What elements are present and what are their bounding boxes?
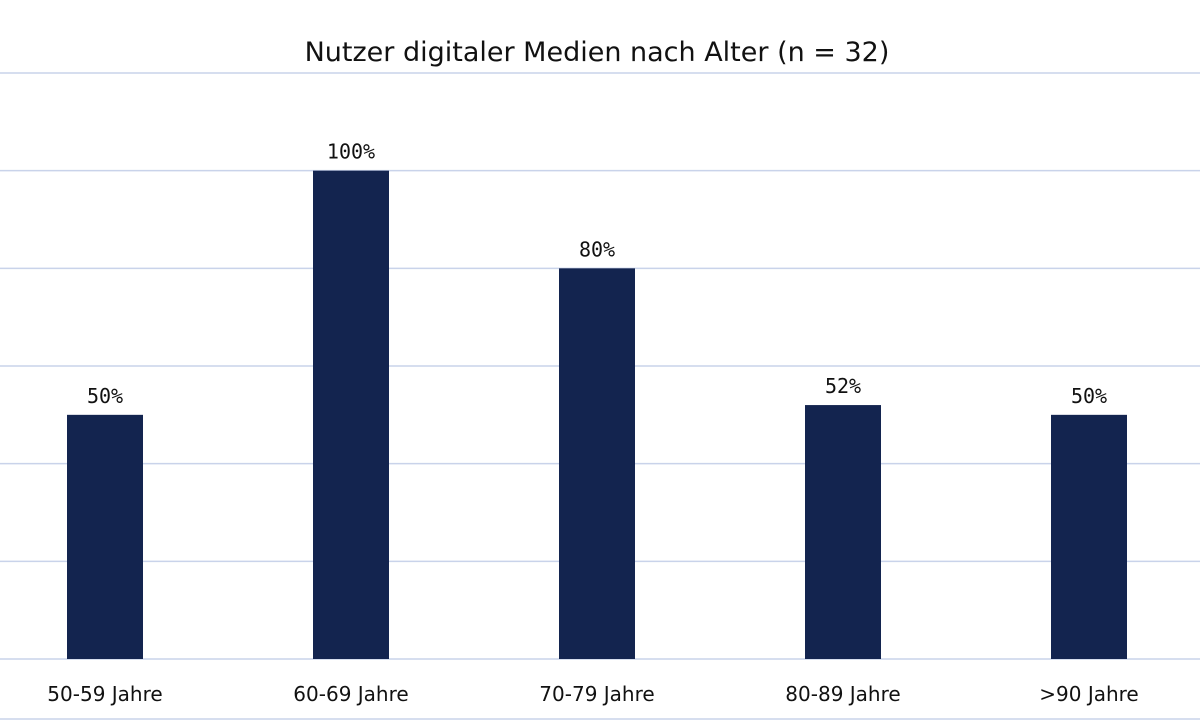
data-label: 52% xyxy=(825,374,861,398)
x-tick-label: 80-89 Jahre xyxy=(785,682,900,706)
bars xyxy=(67,170,1127,659)
bar xyxy=(805,405,881,659)
data-label: 100% xyxy=(327,140,375,164)
bar xyxy=(313,170,389,659)
x-tick-label: 50-59 Jahre xyxy=(47,682,162,706)
x-tick-label: 60-69 Jahre xyxy=(293,682,408,706)
data-label: 50% xyxy=(1071,384,1107,408)
data-label: 80% xyxy=(579,237,615,261)
x-tick-label: >90 Jahre xyxy=(1039,682,1138,706)
bar xyxy=(559,268,635,659)
chart-title: Nutzer digitaler Medien nach Alter (n = … xyxy=(305,37,890,68)
data-labels: 50% 100% 80% 52% 50% xyxy=(87,140,1107,408)
data-label: 50% xyxy=(87,384,123,408)
x-axis-labels: 50-59 Jahre 60-69 Jahre 70-79 Jahre 80-89 J… xyxy=(47,682,1138,706)
x-tick-label: 70-79 Jahre xyxy=(539,682,654,706)
bar xyxy=(67,414,143,659)
bar xyxy=(1051,414,1127,659)
